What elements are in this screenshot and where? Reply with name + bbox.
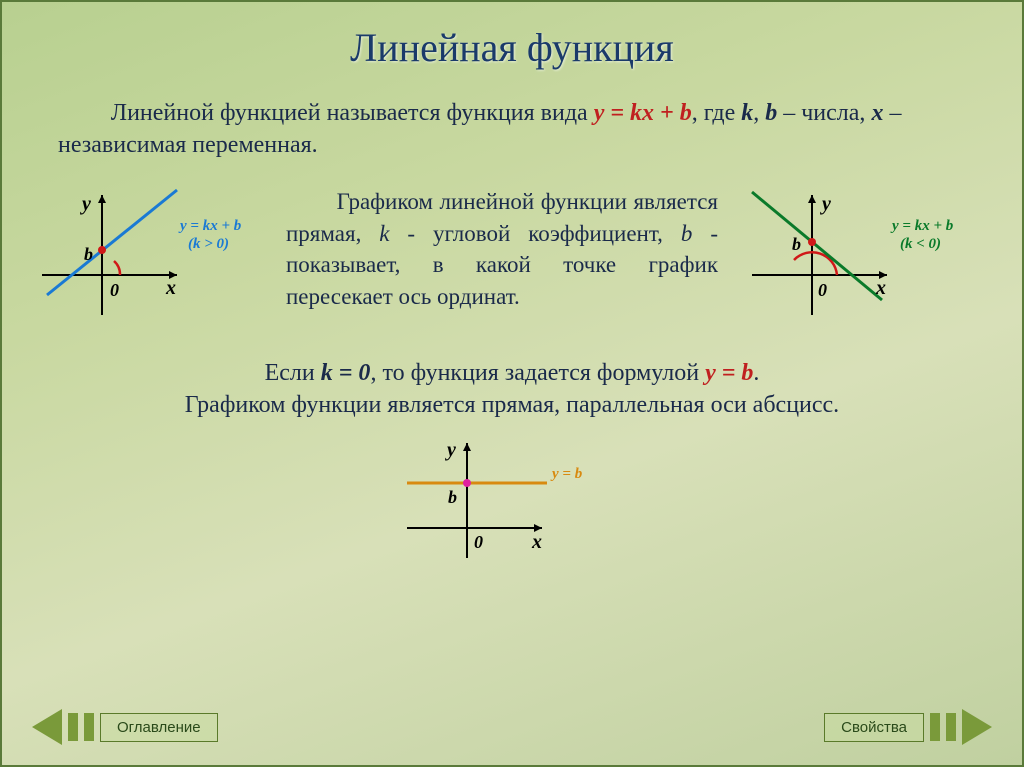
graph2-y-label: y [820, 193, 831, 215]
bottom-paragraph: Если k = 0, то функция задается формулой… [62, 357, 962, 422]
nav-next[interactable]: Свойства [824, 709, 992, 745]
mid-b: b [681, 221, 693, 246]
bt-p1a: Если [265, 360, 321, 386]
graph3-y-label: y [445, 439, 456, 461]
graph1-x-label: x [165, 277, 176, 299]
nav-bar-icon [68, 713, 78, 741]
def-mid: , где [692, 100, 742, 126]
def-x: x [871, 100, 883, 126]
nav-prev[interactable]: Оглавление [32, 709, 218, 745]
graph2-o-label: 0 [818, 280, 827, 300]
graph2-b-dot [808, 238, 816, 246]
nav-bar-icon [946, 713, 956, 741]
def-comma: , [753, 100, 765, 126]
graph2-fn-label2: (k < 0) [900, 236, 941, 252]
mid-k: k [379, 221, 389, 246]
arrow-left-icon [32, 709, 62, 745]
bt-yb: y = b [705, 360, 753, 386]
mid-l2: - угловой коэффициент, [389, 221, 680, 246]
nav-bar-icon [84, 713, 94, 741]
page-title: Линейная функция [2, 2, 1022, 71]
bt-p1b: , то функция задается формулой [370, 360, 705, 386]
bt-p2: Графиком функции является прямая, паралл… [185, 392, 839, 418]
graph1-fn-label2: (k > 0) [188, 236, 229, 252]
definition-paragraph: Линейной функцией называется функция вид… [58, 97, 966, 162]
mid-paragraph: Графиком линейной функции является пряма… [262, 180, 742, 313]
graph-k-zero: y x b 0 y = b [2, 428, 1022, 573]
graph2-fn-label1: y = kx + b [890, 218, 954, 234]
graph3-x-label: x [531, 531, 542, 553]
nav-bar-icon [930, 713, 940, 741]
graph-negative-k: y x b 0 y = kx + b (k < 0) [742, 180, 992, 335]
graph1-fn-label1: y = kx + b [178, 218, 242, 234]
bt-k0: k = 0 [321, 360, 371, 386]
nav-next-label: Свойства [824, 713, 924, 742]
def-after-b: – числа, [777, 100, 871, 126]
graph2-line [752, 192, 882, 300]
graph3-b-dot [463, 479, 471, 487]
graph3-o-label: 0 [474, 532, 483, 552]
graph-positive-k: y x b 0 y = kx + b (k > 0) [32, 180, 262, 335]
middle-row: y x b 0 y = kx + b (k > 0) Графиком лине… [32, 180, 992, 335]
bt-p1c: . [753, 360, 759, 386]
arrow-right-icon [962, 709, 992, 745]
graph1-b-label: b [84, 244, 93, 264]
def-formula: y = kx + b [594, 100, 692, 126]
graph1-y-label: y [80, 193, 91, 215]
graph1-b-dot [98, 246, 106, 254]
def-pre: Линейной функцией называется функция вид… [111, 100, 594, 126]
graph2-b-label: b [792, 234, 801, 254]
graph3-fn-label: y = b [550, 466, 583, 482]
def-k: k [741, 100, 753, 126]
graph1-o-label: 0 [110, 280, 119, 300]
nav-prev-label: Оглавление [100, 713, 218, 742]
graph3-b-label: b [448, 487, 457, 507]
graph2-x-label: x [875, 277, 886, 299]
def-b: b [765, 100, 777, 126]
